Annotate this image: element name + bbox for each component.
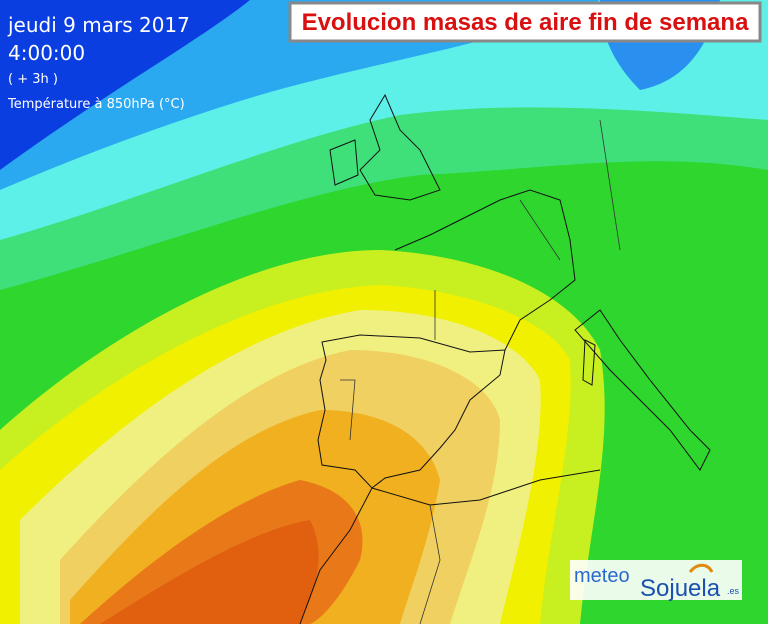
date: jeudi 9 mars 2017	[7, 13, 190, 37]
logo: meteo Sojuela .es	[570, 560, 742, 602]
header-info: jeudi 9 mars 2017 4:00:00 ( + 3h ) Tempé…	[7, 13, 190, 112]
logo-suffix: .es	[727, 586, 740, 596]
title-box: Evolucion masas de aire fin de semana	[288, 1, 762, 43]
title: Evolucion masas de aire fin de semana	[302, 9, 750, 36]
variable: Température à 850hPa (°C)	[7, 97, 185, 112]
offset: ( + 3h )	[8, 72, 58, 87]
logo-name: Sojuela	[640, 575, 721, 602]
logo-prefix: meteo	[574, 565, 630, 587]
time: 4:00:00	[8, 41, 85, 65]
coastlines	[299, 93, 711, 624]
